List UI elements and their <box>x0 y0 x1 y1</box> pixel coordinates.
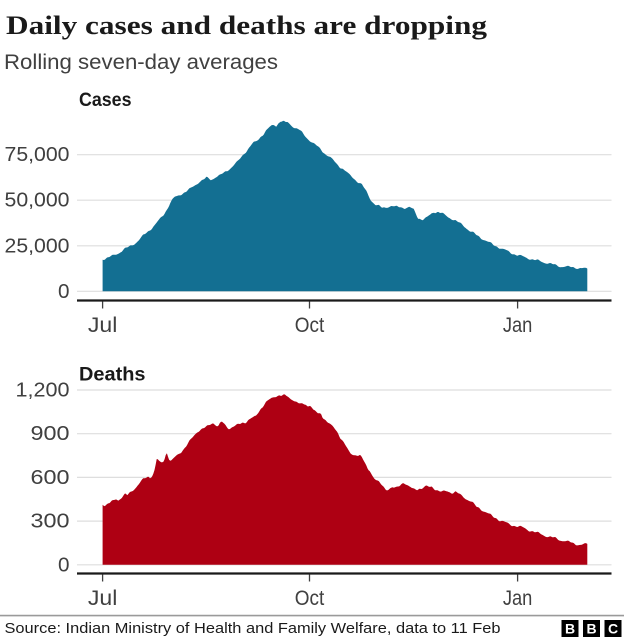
svg-text:Oct: Oct <box>295 314 325 337</box>
svg-text:300: 300 <box>31 511 70 533</box>
svg-text:900: 900 <box>31 423 70 445</box>
svg-text:Jan: Jan <box>503 314 533 337</box>
svg-text:C: C <box>608 621 618 637</box>
svg-text:25,000: 25,000 <box>5 235 70 257</box>
svg-text:Source: Indian Ministry of Hea: Source: Indian Ministry of Health and Fa… <box>5 620 501 637</box>
svg-text:600: 600 <box>31 467 70 489</box>
svg-text:75,000: 75,000 <box>5 144 70 166</box>
svg-text:Cases: Cases <box>79 89 132 111</box>
svg-text:B: B <box>586 621 596 637</box>
svg-text:1,200: 1,200 <box>16 380 70 402</box>
svg-text:Rolling seven-day averages: Rolling seven-day averages <box>4 50 278 74</box>
svg-text:Daily cases and deaths are dro: Daily cases and deaths are dropping <box>6 10 487 40</box>
svg-text:Deaths: Deaths <box>79 364 146 386</box>
svg-text:Jul: Jul <box>88 314 118 337</box>
svg-text:0: 0 <box>58 281 70 303</box>
svg-text:Oct: Oct <box>295 587 325 610</box>
svg-text:Jan: Jan <box>503 587 533 610</box>
svg-text:B: B <box>565 621 575 637</box>
svg-text:0: 0 <box>58 554 70 576</box>
svg-text:50,000: 50,000 <box>5 190 70 212</box>
svg-text:Jul: Jul <box>88 587 118 610</box>
